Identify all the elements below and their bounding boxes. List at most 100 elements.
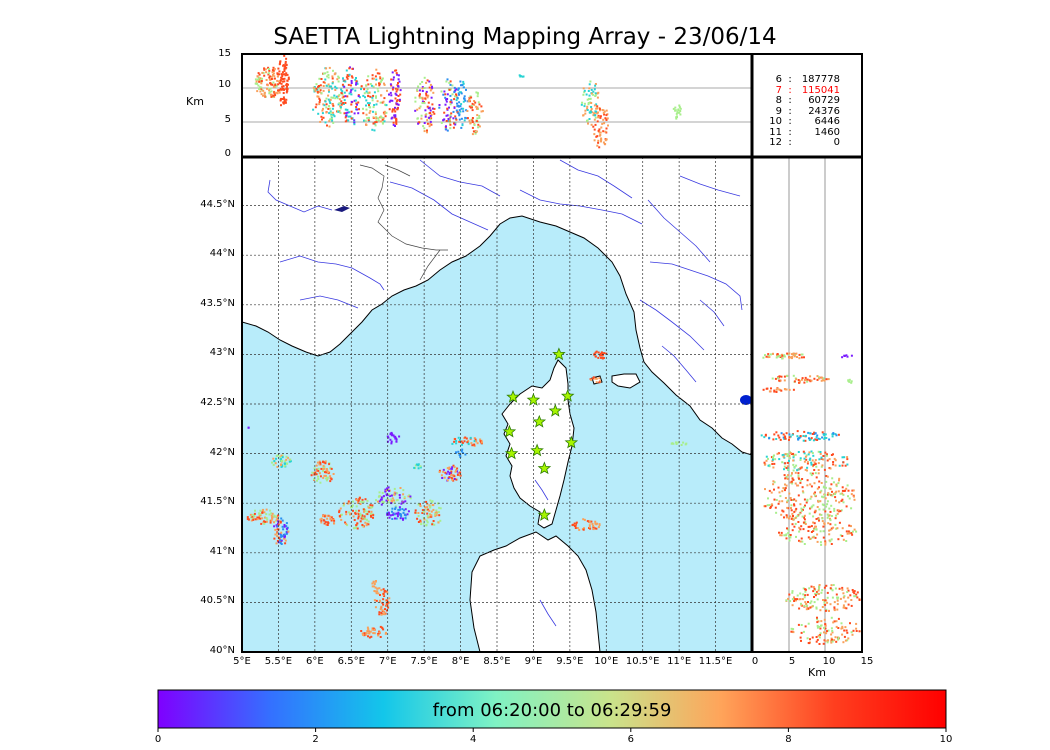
source-point [819,632,822,635]
source-point [278,91,281,94]
source-point [289,460,292,463]
count-row: 8:60729 [760,95,858,107]
source-point [273,525,276,528]
source-point [367,119,370,122]
source-point [375,103,378,106]
source-point [596,522,598,525]
source-point [841,625,844,628]
source-point [853,528,856,531]
source-point [334,97,337,100]
source-point [845,540,848,542]
source-point [821,520,824,523]
source-point [453,466,456,469]
source-point [851,633,854,636]
source-point [831,494,834,497]
source-point [773,488,775,491]
source-point [821,436,824,439]
source-point [403,496,406,499]
source-point [316,469,319,472]
source-point [799,592,802,595]
source-point [446,93,449,96]
source-point [795,378,798,381]
lon-tick-label: 11.5°E [698,656,733,667]
source-point [395,438,398,441]
source-point [829,587,832,590]
source-point [269,82,272,85]
source-point [778,388,781,391]
source-point [406,513,409,516]
source-point [367,523,370,526]
source-point [824,639,827,642]
source-point [795,535,797,538]
source-point [337,110,340,113]
source-point [773,389,776,392]
source-point [817,500,820,503]
source-point [343,85,346,88]
source-point [417,521,420,523]
source-point [324,471,326,474]
source-point [594,351,597,354]
lat-tick-label: 41°N [209,545,235,557]
source-point [366,522,368,525]
source-point [833,507,836,510]
source-point [283,73,286,76]
source-point [322,468,325,471]
source-point [583,102,586,105]
source-point [774,458,777,461]
map-panel [242,157,752,652]
source-point [852,629,855,632]
source-point [450,471,453,474]
source-point [848,497,851,500]
source-point [777,502,780,505]
source-point [772,457,774,460]
source-point [455,469,457,472]
source-point [271,83,274,86]
source-point [834,517,837,520]
source-point [814,491,816,494]
source-point [256,518,259,521]
source-point [342,102,345,104]
source-point [594,84,597,87]
source-point [797,379,800,381]
source-point [814,472,817,475]
source-point [830,633,833,636]
source-point [458,114,461,117]
source-point [389,99,392,102]
source-point [379,101,382,104]
source-point [801,515,804,518]
source-point [802,528,805,531]
source-point [459,471,462,474]
source-point [522,75,525,78]
source-point [785,467,788,469]
source-point [357,513,360,516]
source-point [773,481,776,484]
source-point [365,632,368,635]
source-point [375,96,377,99]
source-point [258,514,261,517]
source-point [437,511,440,514]
source-point [285,455,288,458]
source-point [279,89,282,92]
source-point [252,518,255,521]
source-point [345,522,348,525]
source-point [792,459,795,462]
source-point [786,527,788,530]
source-point [465,437,468,440]
source-point [594,355,597,358]
source-point [285,525,288,528]
source-point [841,588,844,591]
source-point [402,518,404,521]
source-point [417,463,420,466]
source-point [850,631,853,634]
source-point [782,487,785,490]
source-point [775,388,778,391]
source-point [379,594,381,596]
source-point [360,88,362,91]
source-point [442,470,445,473]
source-point [365,124,368,126]
source-point [438,506,441,509]
source-point [398,435,401,438]
station-star [532,414,547,428]
altitude-latitude-panel [752,157,862,652]
count-row: 11:1460 [760,127,858,139]
